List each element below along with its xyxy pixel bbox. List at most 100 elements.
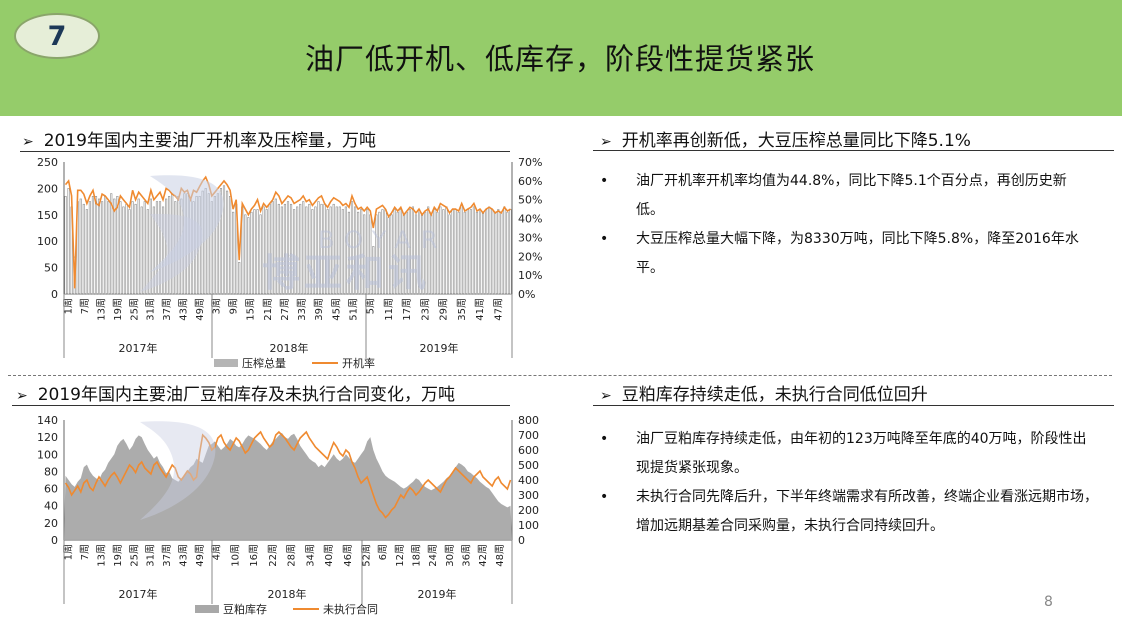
crush-volume-bar [244,214,247,295]
crush-volume-bar [329,206,332,295]
crush-volume-bar [353,206,357,295]
week-tick-label: 16周 [248,544,260,567]
crush-volume-bar [503,206,506,295]
year-label: 2017年 [119,341,158,355]
week-tick-label: 15周 [245,298,257,321]
legend-swatch [195,605,219,613]
week-tick-label: 25周 [128,298,140,321]
crush-volume-bar [110,193,113,295]
crush-volume-bar [372,246,375,295]
week-tick-label: 34周 [304,544,316,567]
year-label: 2017年 [119,587,158,601]
week-tick-label: 13周 [95,298,107,321]
right-axis-tick-label: 60% [518,175,542,188]
crush-volume-bar [283,203,287,295]
section-title-bottom-right: ➢ 豆粕库存持续走低，未执行合同低位回升 [600,380,928,405]
crush-volume-bar [256,209,259,295]
week-tick-label: 30周 [444,544,456,567]
crush-volume-bar [314,206,317,295]
week-tick-label: 45周 [330,298,342,321]
bullet-dot-icon: • [600,489,609,505]
crush-volume-bar [265,209,268,295]
crush-volume-bar [466,209,469,295]
crush-volume-bar [107,201,110,295]
crush-volume-bar [427,206,430,295]
section-divider [12,405,510,406]
crush-volume-bar [347,211,351,295]
crush-volume-bar [399,209,402,295]
bullet-list-top: • 油厂开机率开机率均值为44.8%，同比下降5.1个百分点，再创历史新低。 • 大… [600,167,1090,283]
week-tick-label: 22周 [267,544,279,567]
week-tick-label: 1周 [63,544,75,560]
crush-volume-bar [408,209,411,295]
week-tick-label: 49周 [194,544,206,567]
crush-volume-bar [262,206,265,295]
crush-volume-bar [335,206,338,295]
bullet-item: • 油厂开机率开机率均值为44.8%，同比下降5.1个百分点，再创历史新低。 [600,167,1090,225]
left-axis-tick-label: 0 [51,288,58,301]
week-tick-label: 23周 [419,298,431,321]
left-axis-tick-label: 120 [37,431,58,444]
week-tick-label: 31周 [145,544,157,567]
crush-volume-bar [119,201,122,295]
crush-volume-bar [338,206,341,295]
legend-entry: 压榨总量 [214,356,286,370]
legend-label: 未执行合同 [323,602,378,616]
week-tick-label: 48周 [494,544,506,567]
left-axis-tick-label: 80 [44,465,58,478]
week-tick-label: 4周 [211,544,223,560]
week-tick-label: 49周 [194,298,206,321]
left-axis-tick-label: 50 [44,262,58,275]
right-axis-tick-label: 50% [518,194,542,207]
legend-label: 开机率 [342,356,375,370]
week-tick-label: 7周 [79,544,91,560]
week-tick-label: 27周 [279,298,291,321]
crush-volume-bar [491,209,494,295]
section-title-top-left: ➢ 2019年国内主要油厂开机率及压榨量，万吨 [22,126,376,151]
legend-entry: 开机率 [312,356,375,370]
legend-label: 压榨总量 [242,356,286,370]
left-axis-tick-label: 250 [37,156,58,169]
crush-volume-bar [341,209,344,295]
crush-volume-bar [225,190,229,295]
crush-volume-bar [67,188,70,295]
bullet-item: • 油厂豆粕库存持续走低，由年初的123万吨降至年底的40万吨，阶段性出现提货紧张… [600,425,1100,483]
right-axis-tick-label: 10% [518,269,542,282]
crush-volume-bar [442,209,445,295]
crush-volume-bar [433,209,436,295]
week-tick-label: 21周 [262,298,274,321]
bullet-text: 油厂豆粕库存持续走低，由年初的123万吨降至年底的40万吨，阶段性出现提货紧张现… [636,431,1087,476]
crush-volume-bar [439,206,442,295]
crush-volume-bar [219,188,223,295]
section-title-bottom-left: ➢ 2019年国内主要油厂豆粕库存及未执行合同变化，万吨 [16,380,455,405]
crush-volume-bar [238,262,241,295]
crush-volume-bar [94,196,98,295]
crush-volume-bar [131,201,134,295]
watermark-logo: 博亚和讯 BOYAR [140,175,438,295]
watermark-logo [140,421,216,520]
section-title-text: 豆粕库存持续走低，未执行合同低位回升 [621,385,928,405]
crush-volume-bar [305,206,308,295]
page-number: 8 [1044,594,1053,610]
crush-volume-bar [259,214,262,295]
crush-volume-bar [481,211,485,295]
week-tick-label: 42周 [477,544,489,567]
crush-volume-bar [326,209,329,295]
crush-volume-bar [293,209,296,295]
crush-volume-bar [500,211,503,295]
crush-volume-bar [509,209,512,295]
right-axis-tick-label: 0 [518,534,525,547]
week-tick-label: 43周 [178,298,190,321]
crush-volume-bar [311,209,314,295]
week-tick-label: 12周 [394,544,406,567]
crush-volume-bar [360,209,363,295]
crush-volume-bar [457,211,460,295]
week-tick-label: 35周 [456,298,468,321]
crush-volume-bar [253,209,256,295]
section-divider [20,151,510,152]
crush-volume-bar [463,211,466,295]
bullet-text: 油厂开机率开机率均值为44.8%，同比下降5.1个百分点，再创历史新低。 [636,173,1067,218]
year-label: 2019年 [418,587,457,601]
week-tick-label: 19周 [112,544,124,567]
crush-volume-bar [229,196,232,295]
